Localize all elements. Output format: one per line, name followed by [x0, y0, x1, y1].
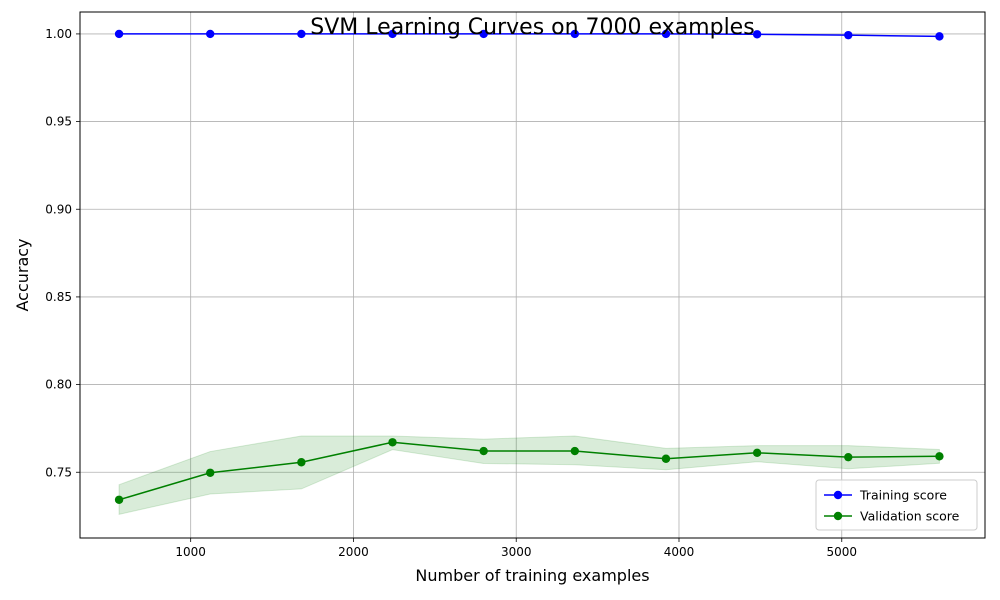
validation-score-point	[206, 468, 215, 477]
validation-score-point	[570, 446, 580, 456]
y-tick-label: 0.85	[45, 290, 72, 304]
y-axis-label: Accuracy	[13, 238, 32, 311]
plot-frame	[79, 11, 986, 539]
validation-score-line	[118, 441, 940, 501]
x-tick-label: 2000	[338, 545, 369, 559]
y-axis-ticks: 0.75 0.80 0.85 0.90 0.95 1.00	[45, 27, 80, 479]
training-score-point	[297, 29, 306, 39]
y-tick-label: 0.80	[45, 378, 72, 392]
training-score-point	[935, 32, 944, 41]
chart-title: SVM Learning Curves on 7000 examples	[310, 15, 754, 40]
y-tick-label: 1.00	[45, 27, 72, 41]
validation-score-point	[661, 454, 671, 463]
validation-score-point	[114, 495, 124, 504]
legend: Training score Validation score	[815, 479, 978, 531]
confidence-bands	[118, 435, 940, 515]
legend-box	[815, 479, 978, 531]
x-tick-label: 5000	[826, 545, 857, 559]
training-score-point	[206, 29, 215, 39]
validation-score-point	[479, 446, 488, 456]
legend-marker-validation-score	[833, 511, 843, 521]
training-score-point	[114, 29, 124, 39]
validation-score-point	[297, 458, 306, 467]
legend-label-training-score: Training score	[859, 488, 947, 503]
series	[114, 29, 944, 504]
x-tick-label: 4000	[664, 545, 695, 559]
validation-score-point	[388, 438, 397, 447]
y-tick-label: 0.75	[45, 465, 72, 479]
training-score-point	[844, 30, 853, 40]
x-axis-ticks: 1000 2000 3000 4000 5000	[175, 538, 857, 559]
training-score-point	[661, 29, 671, 39]
y-tick-label: 0.90	[45, 202, 72, 216]
validation-score-point	[752, 448, 762, 457]
x-axis-label: Number of training examples	[415, 566, 649, 585]
x-tick-label: 1000	[175, 545, 206, 559]
validation-score-point	[935, 452, 944, 461]
x-tick-label: 3000	[501, 545, 532, 559]
training-score-point	[752, 30, 762, 39]
legend-marker-training-score	[833, 490, 843, 500]
training-score-point	[388, 29, 397, 39]
y-tick-label: 0.95	[45, 115, 72, 129]
validation-score-band	[118, 435, 940, 515]
training-score-point	[570, 29, 580, 39]
validation-score-point	[844, 452, 853, 462]
legend-label-validation-score: Validation score	[860, 509, 960, 524]
training-score-line	[119, 33, 940, 38]
training-score-point	[479, 29, 488, 39]
